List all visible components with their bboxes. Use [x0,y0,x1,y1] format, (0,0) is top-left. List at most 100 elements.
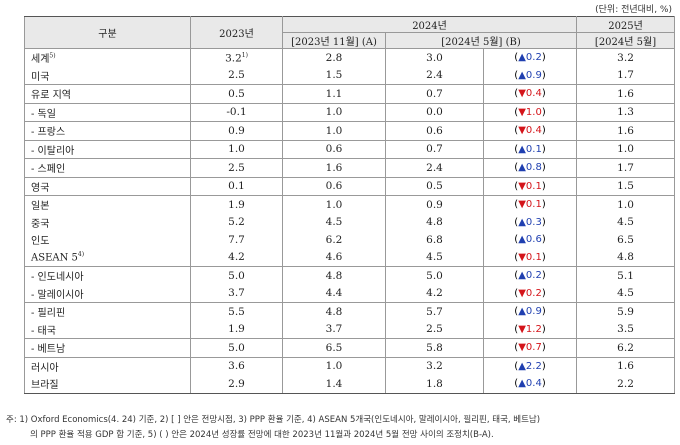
direction-arrow-icon: ▲ [518,162,526,174]
direction-arrow-icon: ▲ [518,270,526,282]
table-row: - 이탈리아 1.0 0.6 0.7 (▲0.1) 1.0 [24,139,676,159]
adjustment-value: 0.1 [525,143,542,155]
value-2024-a: 1.0 [282,102,386,122]
footnote-line-1: 주: 1) Oxford Economics(4. 24) 기준, 2) [ ]… [6,415,541,425]
value-2024-b: 0.5 [385,176,484,196]
value-2025: 5.1 [576,266,676,285]
adjustment-cell: (▲0.8) [482,158,578,177]
unit-label: (단위: 전년대비, %) [595,5,672,15]
direction-arrow-icon: ▼ [518,287,526,299]
value-2024-b: 0.9 [385,195,484,214]
table-row: - 스페인 2.5 1.6 2.4 (▲0.8) 1.7 [24,158,676,177]
value-2024-b: 0.7 [385,139,484,159]
value-2025: 1.7 [576,66,676,85]
value-2024-a: 6.2 [282,231,386,249]
table-row: 브라질 2.9 1.4 1.8 (▲0.4) 2.2 [24,375,676,394]
table-row: - 필리핀 5.5 4.8 5.7 (▲0.9) 5.9 [24,302,676,321]
value-2024-a: 6.5 [282,338,386,357]
growth-forecast-table: 구분 2023년 2024년 2025년 [2023년 11월] (A) [20… [24,16,676,394]
header-category: 구분 [24,16,191,49]
country-footnote-marker: 4) [77,251,85,259]
value-2023: 1.0 [190,139,283,159]
adjustment-cell: (▼0.1) [482,176,578,196]
value-2025: 6.2 [576,338,676,357]
table-row: - 독일 -0.1 1.0 0.0 (▼1.0) 1.3 [24,102,676,122]
value-2025: 2.2 [576,375,676,394]
value-2023: 3.6 [190,356,283,375]
value-2025: 4.8 [576,248,676,267]
value-2025: 1.6 [576,356,676,375]
value-2023: 0.9 [190,121,283,140]
value-footnote-marker: 1) [241,51,248,59]
value-2024-a: 0.6 [282,139,386,159]
header-may-2024-b: [2024년 5월] (B) [384,32,578,49]
value-2023: 5.2 [190,213,283,231]
value-2024-a: 1.5 [282,66,386,85]
value-2025: 1.0 [576,139,676,159]
country-name: 인도 [24,231,191,249]
direction-arrow-icon: ▼ [518,199,526,211]
country-name: - 말레이시아 [24,284,191,303]
value-2024-b: 4.2 [385,284,484,303]
direction-arrow-icon: ▼ [518,106,526,118]
table-row: 러시아 3.6 1.0 3.2 (▲2.2) 1.6 [24,356,676,375]
value-2024-a: 3.7 [282,320,386,339]
adjustment-value: 0.1 [525,180,542,192]
value-2023: 4.2 [190,248,283,267]
adjustment-cell: (▼0.2) [482,284,578,303]
header-2025: 2025년 [576,16,676,33]
country-name: - 필리핀 [24,302,191,321]
footnote-line-2: 의 PPP 환율 적용 GDP 합 기준, 5) ( ) 안은 2024년 성장… [30,430,494,440]
table-row: - 베트남 5.0 6.5 5.8 (▼0.7) 6.2 [24,338,676,357]
value-2024-a: 4.5 [282,213,386,231]
adjustment-value: 0.1 [525,199,542,211]
value-2024-b: 0.6 [385,121,484,140]
direction-arrow-icon: ▲ [518,306,526,318]
header-nov-2023-a: [2023년 11월] (A) [282,32,386,49]
adjustment-cell: (▼0.4) [482,84,578,103]
value-2023: 7.7 [190,231,283,249]
direction-arrow-icon: ▼ [518,180,526,192]
table-row: - 프랑스 0.9 1.0 0.6 (▼0.4) 1.6 [24,121,676,140]
table-row: ASEAN 54) 4.2 4.6 4.5 (▼0.1) 4.8 [24,248,676,267]
value-2023: -0.1 [190,102,283,122]
value-2024-b: 2.4 [385,66,484,85]
adjustment-cell: (▼0.1) [482,248,578,267]
country-name: 러시아 [24,356,191,375]
country-name: 중국 [24,213,191,231]
value-2024-b: 5.8 [385,338,484,357]
value-2025: 1.0 [576,195,676,214]
country-name: - 프랑스 [24,121,191,140]
table-row: 영국 0.1 0.6 0.5 (▼0.1) 1.5 [24,176,676,196]
table-row: 중국 5.2 4.5 4.8 (▲0.3) 4.5 [24,213,676,231]
country-name: - 베트남 [24,338,191,357]
value-2023: 0.1 [190,176,283,196]
adjustment-cell: (▲2.2) [482,356,578,375]
direction-arrow-icon: ▲ [518,216,526,228]
value-2025: 1.7 [576,158,676,177]
adjustment-cell: (▲0.2) [482,48,578,67]
country-name: ASEAN 54) [24,248,191,267]
country-name: - 독일 [24,102,191,122]
direction-arrow-icon: ▼ [518,342,526,354]
value-2023: 5.0 [190,266,283,285]
value-2024-a: 1.1 [282,84,386,103]
value-2024-a: 4.8 [282,266,386,285]
country-name: 영국 [24,176,191,196]
adjustment-cell: (▼0.1) [482,195,578,214]
value-2024-a: 2.8 [282,48,386,67]
country-name: 일본 [24,195,191,214]
value-2025: 1.6 [576,84,676,103]
adjustment-cell: (▲0.1) [482,139,578,159]
value-2024-a: 1.0 [282,356,386,375]
adjustment-cell: (▲0.9) [482,66,578,85]
adjustment-cell: (▲0.3) [482,213,578,231]
adjustment-value: 2.2 [525,360,542,372]
country-name: - 스페인 [24,158,191,177]
country-name: 세계5) [24,48,191,67]
value-2023: 1.9 [190,320,283,339]
value-2024-b: 5.7 [385,302,484,321]
direction-arrow-icon: ▲ [518,69,526,81]
table-row: 인도 7.7 6.2 6.8 (▲0.6) 6.5 [24,231,676,249]
country-name: 브라질 [24,375,191,394]
